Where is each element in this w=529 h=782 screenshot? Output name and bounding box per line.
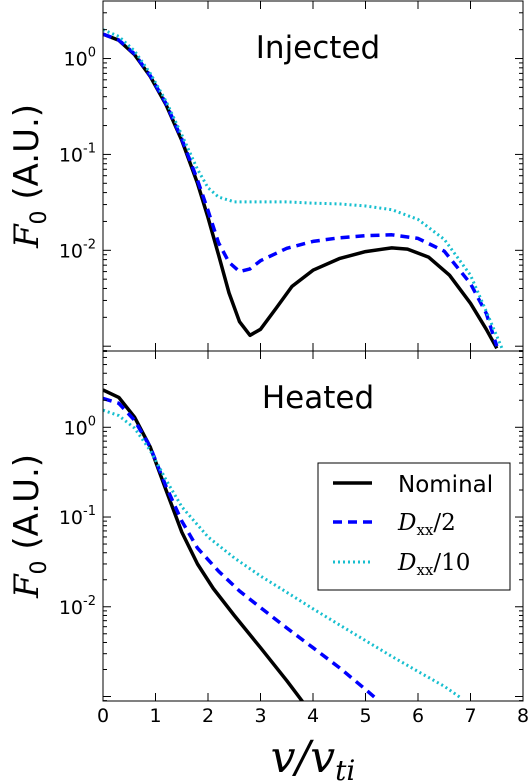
panel-title-heated: Heated <box>262 380 374 416</box>
x-tick-label-7: 7 <box>464 705 476 727</box>
series-line-bottom-0 <box>103 388 304 701</box>
x-tick-label-2: 2 <box>202 705 214 727</box>
y-tick-label-bottom-2: 10-2 <box>59 594 96 619</box>
series-line-top-0 <box>103 32 499 350</box>
x-tick-label-8: 8 <box>517 705 529 727</box>
series-line-bottom-1 <box>103 396 378 700</box>
series-line-bottom-2 <box>103 408 461 699</box>
panel-injected: 100 10-1 10-2 Injected F0 (A.U.) <box>7 0 524 352</box>
x-axis-label: v/vti <box>271 732 356 782</box>
y-tick-label-bottom-0: 100 <box>64 414 96 439</box>
legend-label-nominal: Nominal <box>398 472 493 498</box>
y-tick-label-top-0: 100 <box>64 46 96 71</box>
legend-label-dxx2: Dxx/2 <box>397 510 456 539</box>
legend: Nominal Dxx/2 Dxx/10 <box>317 462 511 591</box>
series-line-top-2 <box>103 28 504 349</box>
series-line-top-1 <box>103 32 499 347</box>
y-tick-label-top-1: 10-1 <box>59 141 96 166</box>
x-tick-label-0: 0 <box>97 705 109 727</box>
panel-heated: 100 10-1 10-2 0 1 2 3 4 5 6 7 8 Heated F0 (A.U.) v… <box>7 350 529 782</box>
x-tick-label-4: 4 <box>307 705 319 727</box>
x-tick-label-6: 6 <box>412 705 424 727</box>
legend-label-dxx10: Dxx/10 <box>397 550 470 579</box>
y-axis-label-top: F0 (A.U.) <box>7 104 52 249</box>
x-tick-label-1: 1 <box>149 705 161 727</box>
y-axis-label-bottom: F0 (A.U.) <box>7 454 52 599</box>
x-tick-label-3: 3 <box>254 705 266 727</box>
x-tick-label-5: 5 <box>359 705 371 727</box>
legend-box <box>317 462 511 591</box>
y-tick-label-bottom-1: 10-1 <box>59 504 96 529</box>
y-tick-label-top-2: 10-2 <box>59 237 96 262</box>
panel-title-injected: Injected <box>256 30 380 66</box>
